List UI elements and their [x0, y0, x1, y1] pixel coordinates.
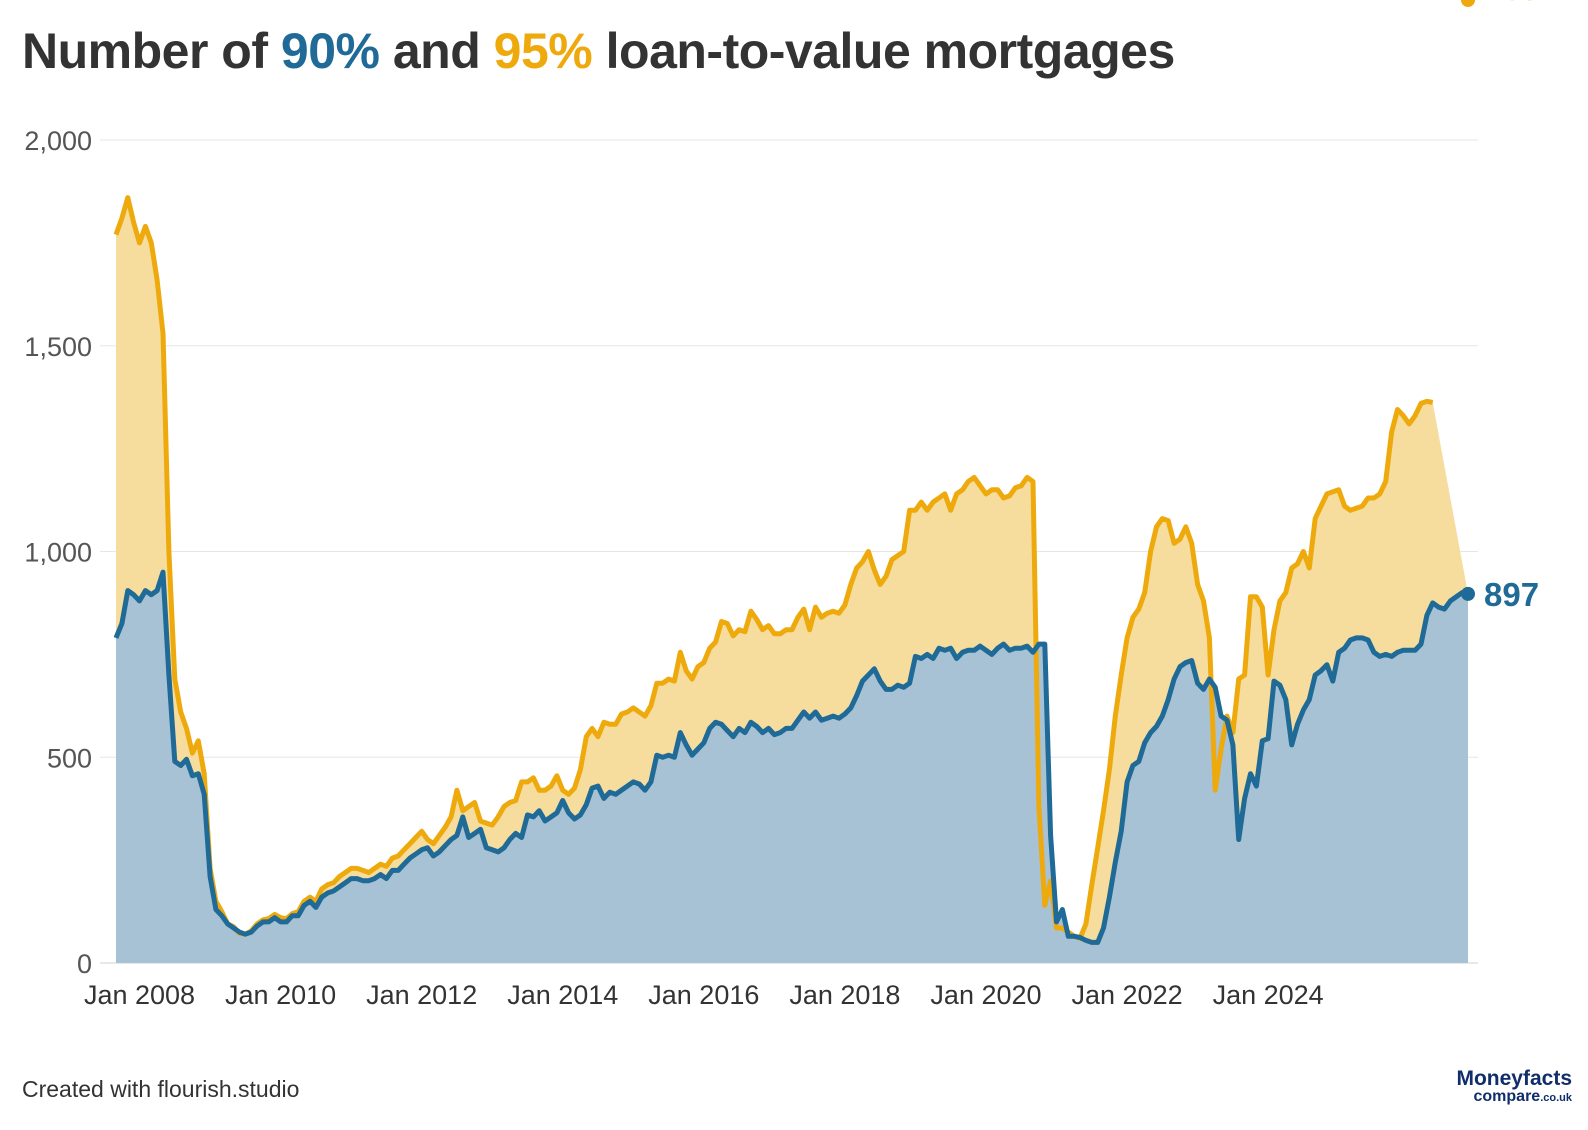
y-tick-label: 2,000: [24, 126, 92, 156]
x-tick-label: Jan 2012: [366, 980, 477, 1010]
chart-title: Number of 90% and 95% loan-to-value mort…: [22, 22, 1175, 80]
attribution[interactable]: Created with flourish.studio: [22, 1076, 300, 1102]
title-suffix: loan-to-value mortgages: [592, 23, 1176, 79]
y-tick-label: 500: [47, 743, 92, 773]
logo-line-1: Moneyfacts: [1456, 1067, 1572, 1090]
title-series-90: 90%: [280, 23, 380, 79]
x-tick-label: Jan 2014: [507, 980, 618, 1010]
logo-line-2-suffix: .co.uk: [1540, 1092, 1572, 1104]
x-tick-label: Jan 2020: [930, 980, 1041, 1010]
x-tick-label: Jan 2010: [225, 980, 336, 1010]
end-marker-90: [1461, 586, 1475, 601]
x-tick-label: Jan 2008: [84, 980, 195, 1010]
x-tick-label: Jan 2016: [648, 980, 759, 1010]
end-label-90: 897: [1484, 576, 1539, 613]
end-marker-95: [1461, 0, 1475, 7]
y-tick-label: 1,000: [24, 538, 92, 568]
logo-line-2: compare.co.uk: [1456, 1088, 1573, 1105]
line-90: [113, 569, 1469, 945]
moneyfacts-logo: Moneyfacts compare.co.uk: [1456, 1068, 1572, 1105]
chart-areas: [113, 195, 1469, 963]
axis-labels: 0 500 1,000 1,500 2,000 Jan 2008 Jan 2010 Jan 2…: [24, 126, 1323, 1010]
area-chart: 0 500 1,000 1,500 2,000 Jan 2008 Jan 2010 Jan 2…: [24, 0, 1539, 1010]
y-tick-label: 1,500: [24, 332, 92, 362]
y-tick-label: 0: [77, 949, 92, 979]
end-label-95: 465: [1484, 0, 1539, 7]
x-tick-label: Jan 2024: [1213, 980, 1324, 1010]
end-labels: 465 897: [1461, 0, 1539, 613]
logo-line-2-main: compare: [1473, 1088, 1541, 1105]
x-tick-label: Jan 2022: [1072, 980, 1183, 1010]
area-90: [116, 572, 1468, 963]
area-95: [116, 197, 1468, 943]
title-series-95: 95%: [493, 23, 593, 79]
x-tick-label: Jan 2018: [789, 980, 900, 1010]
title-prefix: Number of: [22, 23, 281, 79]
title-middle: and: [379, 23, 494, 79]
line-95: [113, 195, 1434, 941]
